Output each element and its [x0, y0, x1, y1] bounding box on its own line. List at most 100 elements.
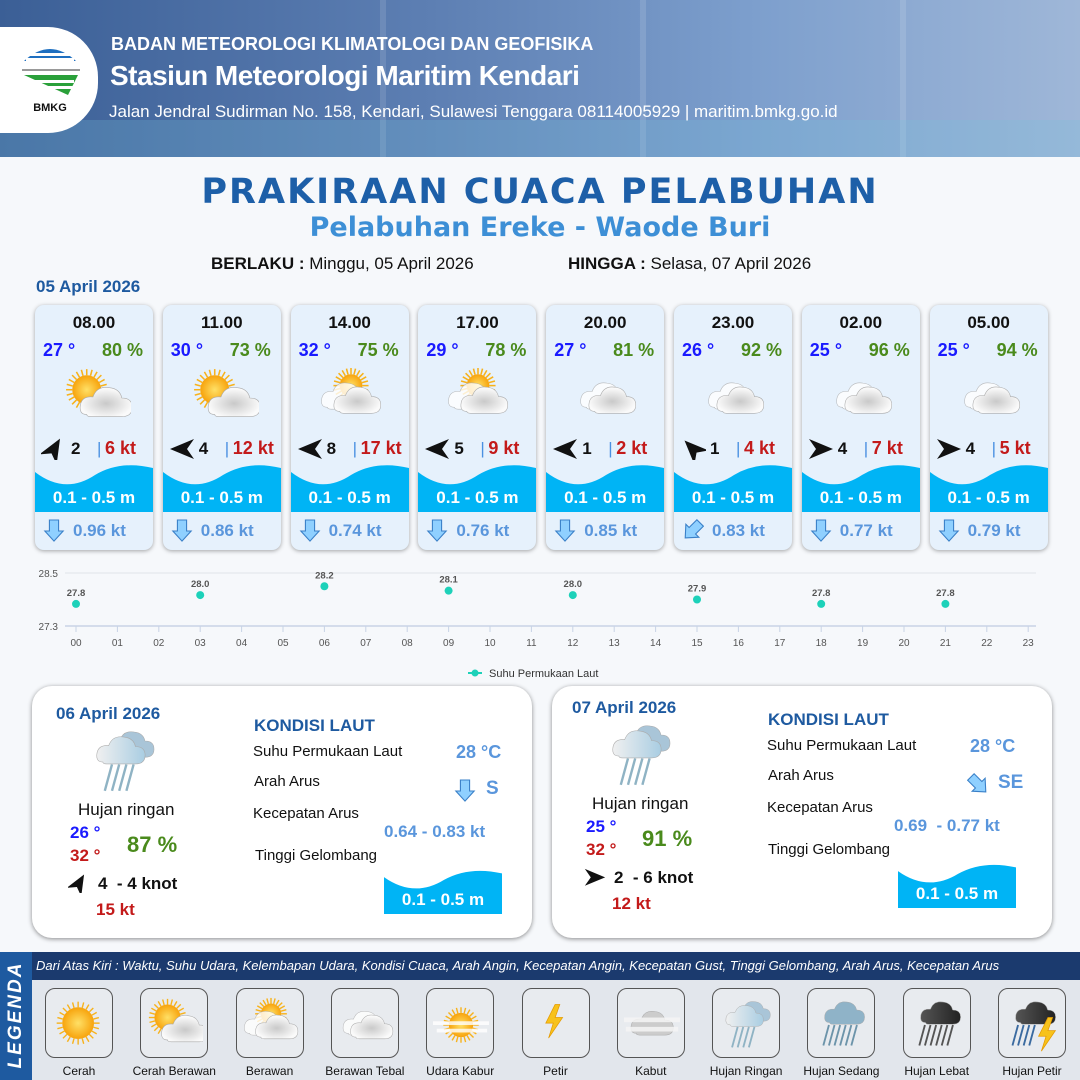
gust-speed: 12 kt — [232, 438, 274, 458]
x-tick-label: 07 — [360, 638, 372, 649]
humidity: 87 % — [127, 832, 178, 857]
humidity: 78 % — [485, 340, 527, 360]
wind-direction-icon — [808, 439, 833, 460]
x-tick-label: 11 — [526, 638, 537, 649]
x-tick-label: 18 — [816, 638, 828, 649]
wave-height: 0.1 - 0.5 m — [308, 488, 391, 507]
air-temperature: 25 ° — [937, 340, 970, 360]
current-direction-icon — [966, 772, 987, 793]
air-temperature: 26 ° — [682, 340, 715, 360]
wind-speed-range: 4 - 4 knot — [98, 874, 178, 893]
max-temperature: 32 ° — [586, 840, 617, 859]
bmkg-logo: BMKG — [0, 27, 98, 133]
current-direction-label: Arah Arus — [254, 773, 320, 790]
data-point[interactable] — [444, 586, 453, 595]
current-direction-icon — [454, 779, 476, 802]
sst-value: 28 °C — [970, 736, 1016, 756]
day-card-1: 06 April 2026 Hujan ringan 26 ° 32 ° 87 … — [32, 686, 532, 938]
valid-from-value: Minggu, 05 April 2026 — [309, 254, 474, 273]
x-tick-label: 16 — [733, 638, 745, 649]
legend-item-label: Hujan Ringan — [709, 1064, 783, 1078]
data-label: 27.8 — [812, 588, 831, 599]
x-tick-label: 10 — [484, 638, 496, 649]
sea-condition-title: KONDISI LAUT — [768, 710, 889, 729]
x-tick-label: 01 — [112, 638, 124, 649]
current-speed-value: 0.64 - 0.83 kt — [384, 822, 486, 841]
wind-direction-icon — [39, 438, 60, 465]
sea-temperature-chart: 28.5 27.3 00 01 02 03 04 05 06 07 08 09 10 11 12 13 14 15… — [39, 569, 1036, 680]
station-name: Stasiun Meteorologi Maritim Kendari — [110, 60, 580, 91]
wind-direction-icon — [425, 439, 450, 460]
current-direction-icon — [684, 518, 705, 539]
current-direction-icon — [810, 519, 832, 542]
air-temperature: 30 ° — [170, 340, 204, 360]
current-speed: 0.76 kt — [456, 521, 510, 540]
wind-speed: 4 — [965, 439, 976, 458]
x-tick-label: 05 — [277, 638, 289, 649]
wave-height-graphic — [898, 864, 1016, 908]
sea-condition-title: KONDISI LAUT — [254, 716, 375, 735]
wave-height-graphic — [290, 465, 409, 512]
air-temperature: 32 ° — [298, 340, 331, 360]
x-tick-label: 20 — [898, 638, 910, 649]
legend-item-label: Hujan Sedang — [803, 1064, 880, 1078]
x-tick-label: 06 — [319, 638, 331, 649]
header-banner: BMKG BADAN METEOROLOGI KLIMATOLOGI DAN G… — [0, 0, 1080, 157]
wind-direction-icon — [297, 439, 322, 460]
data-point[interactable] — [568, 591, 577, 600]
page-title: PRAKIRAAN CUACA PELABUHAN — [201, 172, 879, 212]
current-speed: 0.96 kt — [73, 521, 126, 540]
data-point[interactable] — [196, 591, 205, 600]
data-point[interactable] — [72, 599, 80, 608]
separator: | — [736, 439, 741, 458]
wave-height-graphic — [929, 465, 1048, 512]
wave-height: 0.1 - 0.5 m — [947, 488, 1030, 507]
current-direction-icon — [171, 519, 193, 542]
forecast-card: 02.00 25 ° 96 % 4 | 7 kt 0.1 - 0.5 m 0.7… — [801, 305, 920, 550]
legend-item-label: Cerah Berawan — [132, 1064, 216, 1078]
data-point[interactable] — [693, 595, 701, 604]
separator: | — [97, 439, 102, 458]
humidity: 75 % — [357, 340, 399, 360]
gust-speed: 9 kt — [488, 438, 520, 458]
current-direction-icon — [426, 519, 448, 542]
x-tick-label: 09 — [443, 638, 455, 649]
day-card-2: 07 April 2026 Hujan ringan 25 ° 32 ° 91 … — [552, 686, 1052, 938]
day-date: 07 April 2026 — [572, 698, 677, 717]
sst-value: 28 °C — [456, 742, 502, 762]
legend-label[interactable]: Suhu Permukaan Laut — [489, 668, 598, 680]
x-tick-label: 04 — [236, 638, 248, 649]
wind-speed-range: 2 - 6 knot — [614, 868, 694, 887]
humidity: 94 % — [996, 340, 1038, 360]
current-direction-icon — [554, 519, 576, 542]
data-label: 28.1 — [439, 575, 458, 586]
separator: | — [480, 439, 485, 458]
gust-speed: 15 kt — [96, 900, 135, 919]
wind-speed: 2 — [71, 439, 81, 458]
berawan-weather-icon — [448, 368, 509, 414]
current-direction-icon — [299, 519, 321, 542]
min-temperature: 25 ° — [586, 817, 617, 836]
wind-direction-icon — [169, 439, 194, 460]
separator: | — [224, 439, 230, 458]
wave-height: 0.1 - 0.5 m — [180, 488, 263, 507]
legend-side: LEGENDA — [0, 952, 32, 1080]
data-point[interactable] — [817, 599, 826, 608]
port-name: Pelabuhan Ereke - Waode Buri — [309, 212, 771, 243]
current-direction-icon — [43, 519, 65, 542]
cerah-berawan-weather-icon — [193, 369, 261, 417]
cerah-berawan-weather-icon — [149, 998, 204, 1043]
data-point[interactable] — [320, 582, 329, 591]
wind-speed: 8 — [326, 439, 337, 458]
legend-item-label: Hujan Petir — [1002, 1064, 1062, 1078]
kabut-weather-icon — [623, 1011, 680, 1036]
forecast-time: 02.00 — [839, 313, 883, 332]
current-speed: 0.85 kt — [584, 521, 638, 540]
max-temperature: 32 ° — [70, 846, 101, 865]
current-speed: 0.83 kt — [712, 521, 765, 540]
berawan-tebal-weather-icon — [963, 382, 1020, 414]
x-tick-label: 22 — [981, 638, 993, 649]
x-tick-label: 17 — [774, 638, 786, 649]
wind-speed: 1 — [582, 439, 592, 458]
data-point[interactable] — [941, 599, 950, 608]
